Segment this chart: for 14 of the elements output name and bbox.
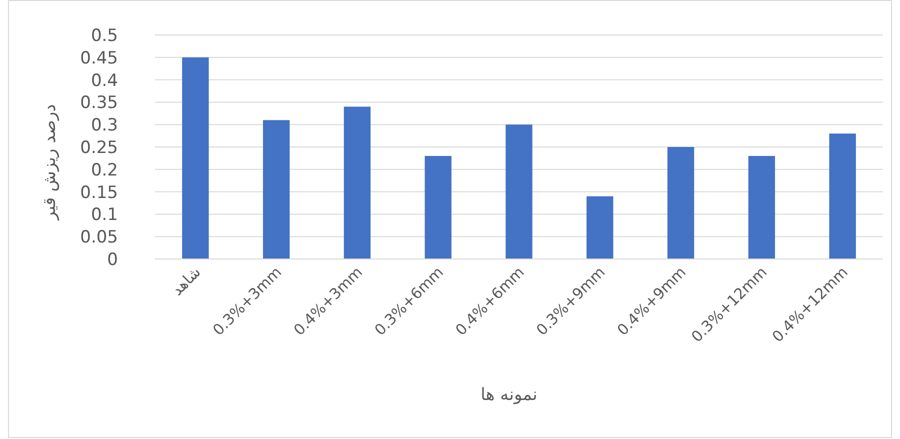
y-tick-label: 0.2 xyxy=(90,160,118,180)
y-axis-title: درصد ریزش قیر xyxy=(40,104,60,221)
y-tick-label: 0.5 xyxy=(90,26,118,46)
x-tick-label: شاهد xyxy=(168,263,204,300)
y-tick-label: 0.05 xyxy=(80,228,118,248)
y-tick-label: 0.25 xyxy=(80,138,118,158)
y-tick-label: 0 xyxy=(107,250,118,270)
y-tick-label: 0.3 xyxy=(90,116,118,136)
y-tick-label: 0.1 xyxy=(90,205,118,226)
y-tick-label: 0.4 xyxy=(90,70,118,91)
y-tick-label: 0.45 xyxy=(80,48,118,68)
x-axis-title: نمونه ها xyxy=(480,385,538,405)
y-tick-label: 0.15 xyxy=(80,182,118,203)
y-tick-label: 0.35 xyxy=(80,93,118,114)
